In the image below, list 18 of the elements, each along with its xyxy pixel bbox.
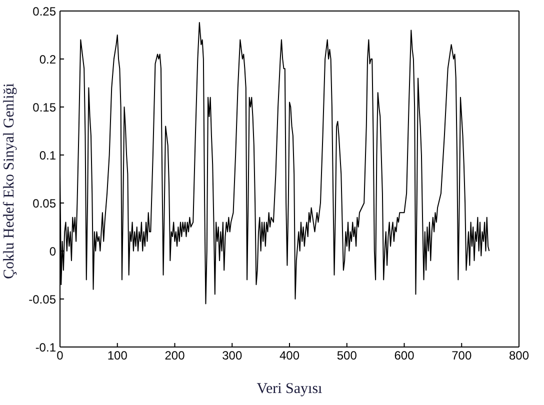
x-tick-label: 100 [107, 348, 128, 363]
y-tick-label: -0.05 [28, 292, 56, 306]
y-tick-label: -0.1 [35, 340, 56, 354]
x-tick-label: 200 [164, 348, 186, 363]
x-tick-label: 300 [222, 348, 242, 363]
y-tick-label: 0.1 [39, 148, 56, 162]
y-tick-label: 0.25 [32, 4, 56, 18]
y-tick-label: 0.05 [32, 196, 56, 210]
y-tick-label: 0 [49, 244, 56, 258]
x-tick-label: 600 [394, 348, 415, 363]
y-tick-label: 0.2 [39, 52, 56, 66]
y-axis-title: Çoklu Hedef Eko Sinyal Genliği [1, 83, 18, 279]
x-axis-title: Veri Sayısı [256, 381, 322, 397]
y-tick-label: 0.15 [32, 100, 56, 114]
x-tick-label: 800 [508, 348, 530, 363]
x-tick-label: 400 [279, 348, 300, 363]
x-tick-label: 700 [452, 348, 472, 363]
x-tick-label: 500 [336, 348, 358, 363]
